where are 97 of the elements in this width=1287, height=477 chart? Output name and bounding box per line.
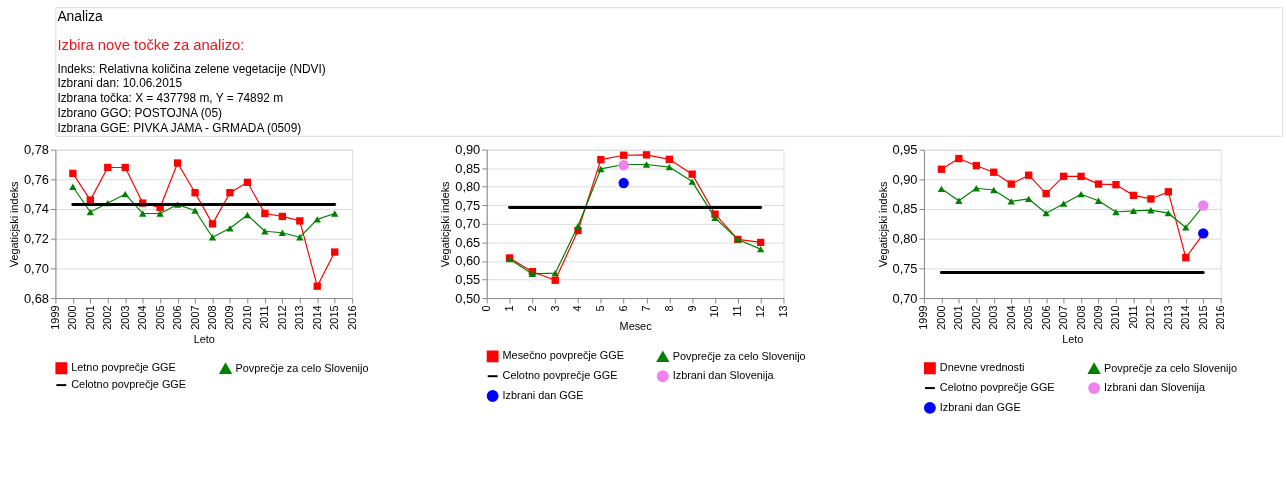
x-tick-label: 2006 xyxy=(1039,305,1052,330)
legend-label: Letno povprečje GGE xyxy=(71,361,176,374)
y-tick-label: 0,90 xyxy=(892,171,918,187)
y-tick-label: 0,85 xyxy=(892,201,918,217)
x-tick-label: 2012 xyxy=(1144,305,1157,330)
y-tick-label: 0,65 xyxy=(455,234,481,250)
y-tick-label: 0,74 xyxy=(23,201,49,217)
y-tick-label: 0,68 xyxy=(23,290,49,306)
x-tick-label: 4 xyxy=(571,305,584,312)
x-axis-title: Mesec xyxy=(619,320,653,333)
x-tick-label: 13 xyxy=(776,305,789,318)
legend-label: Celotno povprečje GGE xyxy=(502,369,618,382)
legend-label: Izbrani dan GGE xyxy=(939,400,1021,413)
y-tick-label: 0,90 xyxy=(455,142,481,158)
x-tick-label: 2009 xyxy=(223,305,236,330)
y-tick-label: 0,70 xyxy=(892,290,918,306)
x-tick-label: 0 xyxy=(480,305,493,312)
text: Izbrana GGE: PIVKA JAMA - GRMADA (0509) xyxy=(57,120,302,135)
y-tick-label: 0,72 xyxy=(23,231,49,247)
y-axis-title: Vegaticjski indeks xyxy=(8,180,20,268)
x-tick-label: 12 xyxy=(754,305,767,318)
x-tick-label: 1999 xyxy=(48,305,61,330)
x-tick-label: 2014 xyxy=(310,305,323,330)
x-tick-label: 2013 xyxy=(293,305,306,330)
text: Izbrano GGO: POSTOJNA (05) xyxy=(57,106,222,121)
x-tick-label: 10 xyxy=(708,305,721,318)
text: Analiza xyxy=(57,8,104,25)
legend-label: Izbrani dan Slovenija xyxy=(1103,381,1206,394)
x-tick-label: 2004 xyxy=(1004,305,1017,330)
legend-label: Izbrani dan GGE xyxy=(502,388,584,401)
y-tick-label: 0,50 xyxy=(455,290,481,306)
x-tick-label: 2011 xyxy=(258,305,271,329)
x-tick-label: 11 xyxy=(731,305,744,317)
x-tick-label: 2015 xyxy=(328,305,341,330)
x-tick-label: 2011 xyxy=(1126,305,1139,329)
x-axis-title: Leto xyxy=(1062,332,1084,345)
x-tick-label: 2004 xyxy=(136,305,149,330)
x-tick-label: 2005 xyxy=(1022,305,1035,330)
legend-label: Izbrani dan Slovenija xyxy=(672,369,775,382)
text: Izbrana točka: X = 437798 m, Y = 74892 m xyxy=(57,91,284,106)
x-tick-label: 2012 xyxy=(275,305,288,330)
text: Izbrani dan: 10.06.2015 xyxy=(57,76,183,91)
x-tick-label: 2008 xyxy=(205,305,218,330)
x-tick-label: 1999 xyxy=(917,305,930,330)
x-tick-label: 2002 xyxy=(969,305,982,330)
x-tick-label: 3 xyxy=(548,305,561,312)
x-tick-label: 2003 xyxy=(987,305,1000,330)
x-tick-label: 2010 xyxy=(1109,305,1122,330)
x-tick-label: 2014 xyxy=(1179,305,1192,330)
text: Izbira nove točke za analizo: xyxy=(57,36,245,53)
y-tick-label: 0,76 xyxy=(23,171,49,187)
y-tick-label: 0,95 xyxy=(892,142,918,158)
x-tick-label: 9 xyxy=(685,305,698,312)
x-tick-label: 7 xyxy=(639,305,652,312)
y-tick-label: 0,85 xyxy=(455,160,481,176)
legend-label: Dnevne vrednosti xyxy=(939,361,1025,374)
x-tick-label: 2002 xyxy=(101,305,114,330)
x-tick-label: 2005 xyxy=(153,305,166,330)
y-tick-label: 0,55 xyxy=(455,271,481,287)
y-axis-title: Vegaticjski indeks xyxy=(876,180,889,268)
x-tick-label: 2010 xyxy=(240,305,253,330)
x-tick-label: 2015 xyxy=(1196,305,1209,330)
y-tick-label: 0,60 xyxy=(455,253,481,269)
y-tick-label: 0,80 xyxy=(892,231,918,247)
x-tick-label: 2007 xyxy=(1057,305,1070,330)
x-tick-label: 2013 xyxy=(1161,305,1174,330)
text: Indeks: Relativna količina zelene vegetacije (NDVI) xyxy=(57,61,326,76)
x-tick-label: 2000 xyxy=(66,305,79,330)
x-tick-label: 2006 xyxy=(171,305,184,330)
y-tick-label: 0,75 xyxy=(455,197,481,213)
y-tick-label: 0,75 xyxy=(892,260,918,276)
x-tick-label: 2001 xyxy=(952,305,965,330)
x-tick-label: 2016 xyxy=(345,305,358,330)
legend-label: Mesečno povprečje GGE xyxy=(502,349,625,362)
x-tick-label: 2000 xyxy=(934,305,947,330)
y-tick-label: 0,70 xyxy=(455,216,481,232)
x-tick-label: 2 xyxy=(525,305,538,312)
legend-label: Celotno povprečje GGE xyxy=(71,378,187,391)
x-tick-label: 1 xyxy=(503,305,515,312)
x-tick-label: 8 xyxy=(662,305,675,312)
x-tick-label: 2007 xyxy=(188,305,201,330)
legend-label: Povprečje za celo Slovenijo xyxy=(672,349,806,362)
legend-label: Povprečje za celo Slovenijo xyxy=(235,361,369,374)
y-axis-title: Vegaticjski indeks xyxy=(439,180,452,268)
x-tick-label: 2008 xyxy=(1074,305,1087,330)
legend-label: Povprečje za celo Slovenijo xyxy=(1103,361,1237,374)
y-tick-label: 0,80 xyxy=(455,179,481,195)
x-tick-label: 2016 xyxy=(1214,305,1227,330)
x-tick-label: 2009 xyxy=(1091,305,1104,330)
x-tick-label: 5 xyxy=(594,305,607,312)
y-tick-label: 0,78 xyxy=(23,142,49,158)
x-tick-label: 6 xyxy=(617,305,630,312)
legend-label: Celotno povprečje GGE xyxy=(939,381,1055,394)
y-tick-label: 0,70 xyxy=(23,260,49,276)
x-tick-label: 2001 xyxy=(83,305,96,330)
x-tick-label: 2003 xyxy=(118,305,131,330)
x-axis-title: Leto xyxy=(193,332,215,345)
